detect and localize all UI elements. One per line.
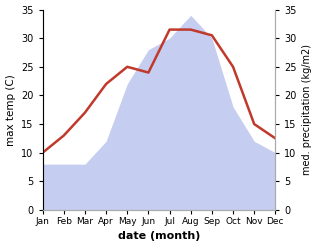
Y-axis label: max temp (C): max temp (C) [5,74,16,146]
Y-axis label: med. precipitation (kg/m2): med. precipitation (kg/m2) [302,44,313,175]
X-axis label: date (month): date (month) [118,231,200,242]
